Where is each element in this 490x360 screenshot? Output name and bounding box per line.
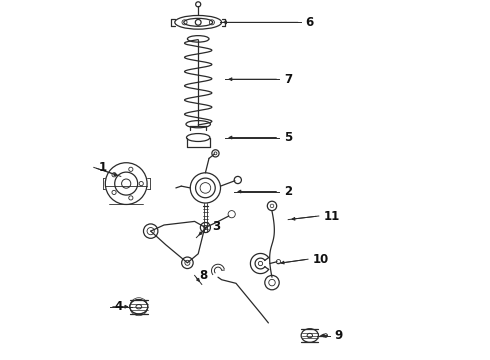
Text: 8: 8 <box>199 269 208 282</box>
Text: 6: 6 <box>305 16 314 29</box>
Text: 10: 10 <box>313 253 329 266</box>
Text: 11: 11 <box>323 210 340 222</box>
Text: 3: 3 <box>212 220 220 233</box>
Text: 7: 7 <box>284 73 292 86</box>
Text: 5: 5 <box>284 131 292 144</box>
Text: 2: 2 <box>284 185 292 198</box>
Text: 4: 4 <box>115 300 123 313</box>
Text: 1: 1 <box>98 161 107 174</box>
Text: 9: 9 <box>334 329 343 342</box>
